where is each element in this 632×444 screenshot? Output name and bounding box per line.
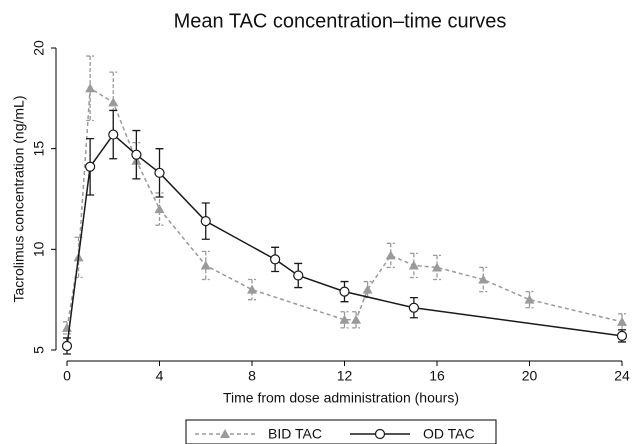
data-point [385, 250, 396, 260]
data-point [432, 262, 442, 272]
data-point [85, 83, 96, 93]
y-axis-label: Tacrolimus concentration (ng/mL) [11, 96, 27, 303]
data-point [617, 316, 627, 326]
legend-marker [220, 429, 230, 438]
x-tick-label: 4 [156, 368, 164, 384]
legend-box [185, 419, 497, 444]
x-tick-label: 20 [522, 368, 538, 384]
data-point [200, 216, 211, 227]
x-tick-label: 0 [63, 368, 71, 384]
data-point [524, 294, 535, 304]
x-tick-label: 12 [337, 368, 353, 384]
data-point [61, 340, 73, 352]
y-tick-label: 20 [31, 40, 47, 56]
legend-label: OD TAC [423, 426, 475, 442]
y-tick-label: 15 [31, 141, 47, 157]
data-point [616, 330, 628, 342]
x-tick-label: 8 [248, 368, 256, 384]
x-axis-label: Time from dose administration (hours) [223, 390, 459, 406]
data-point [200, 260, 211, 270]
error-bar [248, 278, 256, 301]
data-point [339, 286, 350, 297]
data-point [408, 302, 419, 313]
data-point [362, 284, 373, 294]
x-tick-label: 24 [614, 368, 630, 384]
legend-label: BID TAC [268, 426, 322, 442]
data-point [154, 204, 165, 214]
data-point [339, 314, 350, 324]
data-point [293, 270, 304, 281]
data-point [154, 167, 165, 178]
x-tick-label: 16 [429, 368, 445, 384]
data-point [478, 274, 489, 284]
data-point [131, 149, 142, 160]
series-line [66, 86, 623, 328]
data-point [270, 254, 281, 265]
data-point [351, 314, 362, 324]
data-point [85, 161, 96, 172]
y-tick-label: 10 [31, 241, 47, 257]
y-tick-label: 5 [31, 346, 47, 354]
data-point [108, 129, 119, 140]
data-point [108, 97, 119, 107]
data-point [247, 284, 257, 294]
data-point [408, 260, 419, 270]
chart-title: Mean TAC concentration–time curves [174, 10, 507, 32]
legend-marker [374, 428, 386, 440]
